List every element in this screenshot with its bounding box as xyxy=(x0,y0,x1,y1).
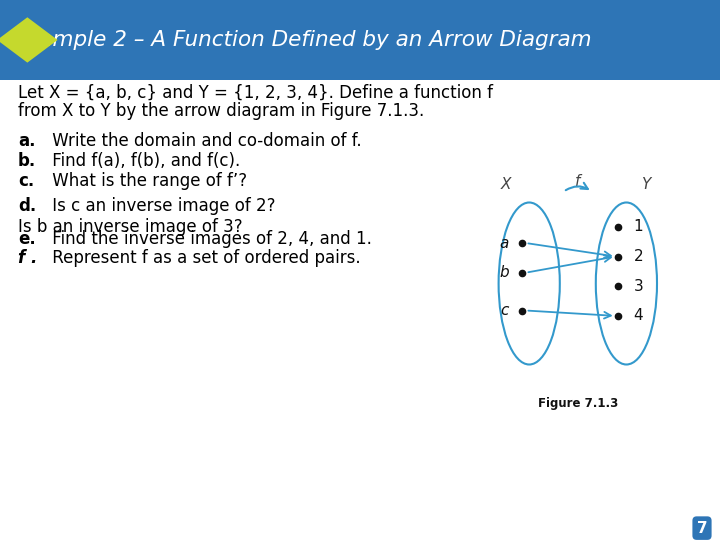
Text: Find f(a), f(b), and f(c).: Find f(a), f(b), and f(c). xyxy=(47,152,240,170)
Text: 1: 1 xyxy=(634,219,643,234)
Text: X: X xyxy=(500,177,511,192)
Text: Is c an inverse image of 2?: Is c an inverse image of 2? xyxy=(47,197,275,215)
Text: What is the range of f’?: What is the range of f’? xyxy=(47,172,247,190)
Text: 3: 3 xyxy=(634,279,644,294)
Text: d.: d. xyxy=(18,197,36,215)
Text: Figure 7.1.3: Figure 7.1.3 xyxy=(538,397,618,410)
Text: Example 2 – A Function Defined by an Arrow Diagram: Example 2 – A Function Defined by an Arr… xyxy=(13,30,592,50)
Text: 2: 2 xyxy=(634,249,643,264)
Text: Let X = {a, b, c} and Y = {1, 2, 3, 4}. Define a function f: Let X = {a, b, c} and Y = {1, 2, 3, 4}. … xyxy=(18,84,493,102)
Text: b.: b. xyxy=(18,152,36,170)
Text: f: f xyxy=(575,174,580,189)
Text: f .: f . xyxy=(18,249,37,267)
Text: Write the domain and co-domain of f.: Write the domain and co-domain of f. xyxy=(47,132,361,150)
Text: 7: 7 xyxy=(697,521,707,536)
Text: Is b an inverse image of 3?: Is b an inverse image of 3? xyxy=(18,218,243,235)
Polygon shape xyxy=(0,17,58,63)
Text: c: c xyxy=(500,303,509,318)
Text: from X to Y by the arrow diagram in Figure 7.1.3.: from X to Y by the arrow diagram in Figu… xyxy=(18,102,424,119)
Text: Y: Y xyxy=(641,177,650,192)
Text: Represent f as a set of ordered pairs.: Represent f as a set of ordered pairs. xyxy=(47,249,361,267)
Text: a.: a. xyxy=(18,132,35,150)
Text: 4: 4 xyxy=(634,308,643,323)
Text: Find the inverse images of 2, 4, and 1.: Find the inverse images of 2, 4, and 1. xyxy=(47,230,372,247)
Text: c.: c. xyxy=(18,172,35,190)
Text: a: a xyxy=(500,235,509,251)
Text: e.: e. xyxy=(18,230,36,247)
FancyBboxPatch shape xyxy=(0,0,720,80)
Text: b: b xyxy=(500,265,509,280)
